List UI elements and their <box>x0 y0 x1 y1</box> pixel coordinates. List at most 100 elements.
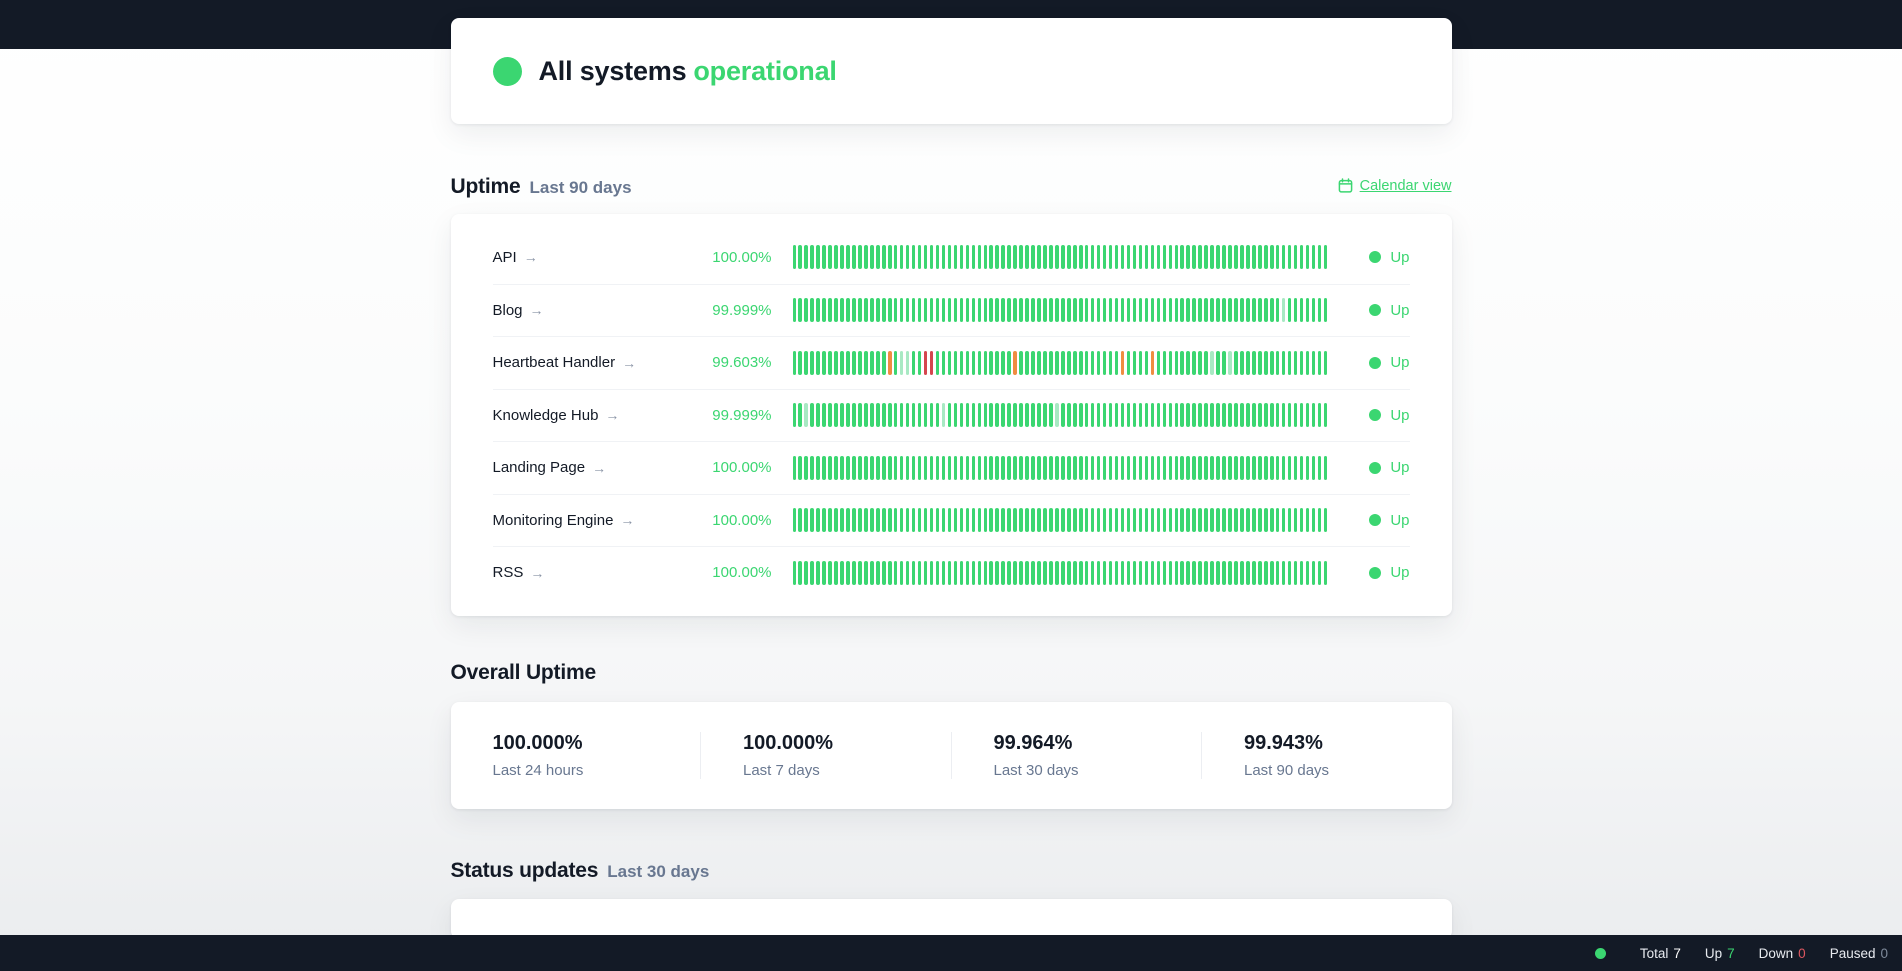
uptime-day-bar <box>1252 350 1256 375</box>
uptime-day-bar <box>959 455 964 480</box>
uptime-day-bar <box>1252 298 1256 323</box>
uptime-day-bar <box>1168 245 1173 270</box>
uptime-day-bar <box>1228 403 1232 428</box>
uptime-bar-strip[interactable] <box>792 403 1328 428</box>
uptime-day-bar <box>989 455 993 480</box>
uptime-day-bar <box>1293 350 1298 375</box>
monitor-name-link[interactable]: Landing Page → <box>492 459 607 477</box>
uptime-day-bar <box>876 560 880 585</box>
uptime-day-bar <box>1084 455 1089 480</box>
uptime-day-bar <box>816 560 820 585</box>
uptime-bar-strip[interactable] <box>792 560 1328 585</box>
uptime-day-bar <box>834 560 838 585</box>
uptime-day-bar <box>1013 245 1017 270</box>
uptime-day-bar <box>810 298 814 323</box>
uptime-day-bar <box>935 298 940 323</box>
uptime-day-bar <box>1049 298 1053 323</box>
uptime-day-bar <box>989 508 993 533</box>
uptime-day-bar <box>1126 298 1131 323</box>
uptime-day-bar <box>1240 403 1244 428</box>
uptime-day-bar <box>1037 455 1041 480</box>
footer-stat-value: 0 <box>1880 945 1888 961</box>
monitor-uptime-percent: 100.00% <box>712 564 772 582</box>
uptime-day-bar <box>792 350 796 375</box>
uptime-day-bar <box>1079 298 1083 323</box>
uptime-day-bar <box>983 350 987 375</box>
uptime-day-bar <box>834 245 838 270</box>
monitor-name-link[interactable]: RSS → <box>492 564 545 582</box>
uptime-day-bar <box>810 455 814 480</box>
footer-stat-label: Down <box>1758 945 1794 961</box>
monitor-name-link[interactable]: API → <box>492 248 538 266</box>
overall-uptime-stat: 99.964% Last 30 days <box>950 731 1202 779</box>
uptime-day-bar <box>1246 455 1250 480</box>
monitor-status: Up <box>1328 459 1410 476</box>
uptime-day-bar <box>888 455 892 480</box>
uptime-bar-strip[interactable] <box>792 298 1328 323</box>
monitor-name-link[interactable]: Monitoring Engine → <box>492 511 635 529</box>
uptime-day-bar <box>1299 350 1304 375</box>
uptime-bar-strip[interactable] <box>792 245 1328 270</box>
uptime-day-bar <box>1293 455 1298 480</box>
uptime-day-bar <box>1228 350 1232 375</box>
uptime-day-bar <box>1043 508 1047 533</box>
uptime-day-bar <box>1013 403 1017 428</box>
uptime-day-bar <box>1067 350 1071 375</box>
uptime-day-bar <box>1007 455 1011 480</box>
monitor-name-link[interactable]: Blog → <box>492 301 544 319</box>
uptime-bar-strip[interactable] <box>792 508 1328 533</box>
monitor-name-link[interactable]: Knowledge Hub → <box>492 406 620 424</box>
uptime-day-bar <box>1311 455 1316 480</box>
monitor-uptime-percent: 99.999% <box>712 406 772 424</box>
uptime-day-bar <box>1204 508 1208 533</box>
uptime-day-bar <box>798 245 802 270</box>
overall-uptime-title: Overall Uptime <box>450 660 597 684</box>
uptime-day-bar <box>864 560 868 585</box>
uptime-day-bar <box>1192 455 1196 480</box>
uptime-day-bar <box>798 298 802 323</box>
uptime-day-bar <box>1043 560 1047 585</box>
stat-label: Last 24 hours <box>492 761 584 779</box>
uptime-day-bar <box>1270 455 1274 480</box>
monitor-uptime-percent: 100.00% <box>712 248 772 266</box>
uptime-day-bar <box>1096 403 1101 428</box>
uptime-day-bar <box>1192 403 1196 428</box>
status-updates-subtitle: Last 30 days <box>607 861 710 881</box>
uptime-day-bar <box>1138 560 1143 585</box>
uptime-day-bar <box>1246 403 1250 428</box>
uptime-day-bar <box>953 298 958 323</box>
uptime-day-bar <box>1025 298 1029 323</box>
uptime-day-bar <box>882 245 886 270</box>
uptime-day-bar <box>1216 298 1220 323</box>
uptime-day-bar <box>792 403 796 428</box>
uptime-day-bar <box>899 560 904 585</box>
uptime-day-bar <box>1222 298 1226 323</box>
footer-status-bar: Total 7 Up 7 Down 0 Paused 0 <box>0 935 1902 971</box>
uptime-day-bar <box>804 560 808 585</box>
monitor-name-link[interactable]: Heartbeat Handler → <box>492 354 637 372</box>
uptime-day-bar <box>1055 455 1059 480</box>
uptime-day-bar <box>929 403 934 428</box>
uptime-day-bar <box>983 245 987 270</box>
up-status-dot-icon <box>1369 514 1382 527</box>
uptime-day-bar <box>1019 350 1023 375</box>
uptime-day-bar <box>1281 245 1286 270</box>
arrow-right-icon: → <box>523 249 538 266</box>
uptime-day-bar <box>792 245 796 270</box>
uptime-day-bar <box>1079 508 1083 533</box>
uptime-day-bar <box>1246 298 1250 323</box>
uptime-day-bar <box>1031 403 1035 428</box>
uptime-day-bar <box>888 298 892 323</box>
arrow-right-icon: → <box>530 564 545 581</box>
uptime-day-bar <box>893 298 898 323</box>
uptime-day-bar <box>941 245 946 270</box>
stat-label: Last 30 days <box>993 761 1079 779</box>
uptime-day-bar <box>989 245 993 270</box>
uptime-day-bar <box>911 560 916 585</box>
uptime-day-bar <box>1228 508 1232 533</box>
uptime-day-bar <box>1156 245 1161 270</box>
uptime-bar-strip[interactable] <box>792 455 1328 480</box>
uptime-bar-strip[interactable] <box>792 350 1328 375</box>
uptime-day-bar <box>1275 560 1280 585</box>
calendar-view-link[interactable]: Calendar view <box>1338 178 1452 194</box>
